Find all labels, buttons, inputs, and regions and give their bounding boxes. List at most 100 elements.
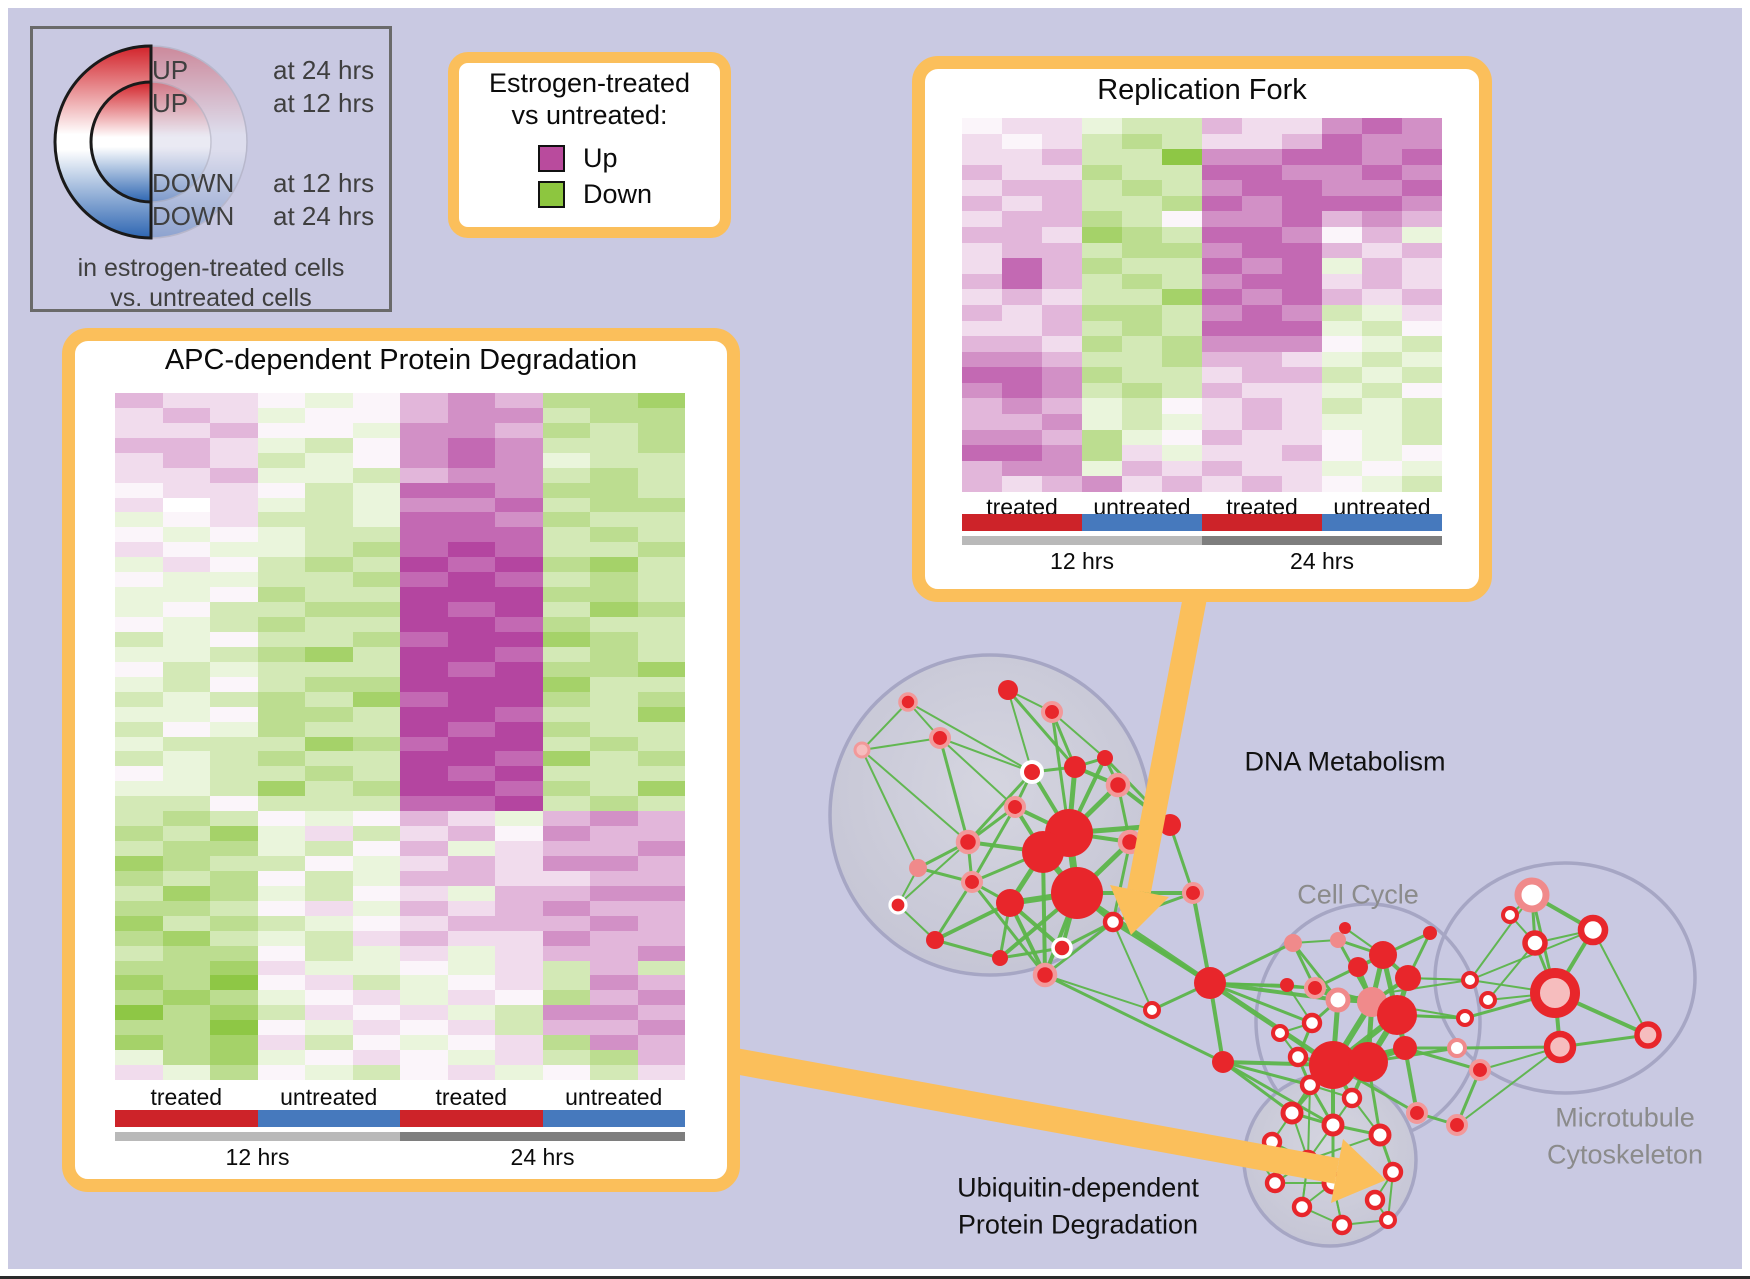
heatmap-cell — [1362, 414, 1402, 430]
heatmap-cell — [542, 751, 590, 767]
heatmap-cell — [447, 1065, 495, 1080]
heatmap-cell — [542, 1050, 590, 1066]
heatmap-cell — [590, 766, 638, 782]
network-node — [998, 680, 1018, 700]
heatmap-cell — [115, 407, 163, 423]
legend-up-inner-time: at 12 hrs — [273, 88, 375, 118]
heatmap-cell — [590, 422, 638, 438]
heatmap-cell — [1082, 367, 1122, 383]
heatmap-cell — [1242, 336, 1282, 352]
heatmap-cell — [257, 467, 305, 483]
heatmap-cell — [162, 602, 210, 618]
heatmap-cell — [210, 422, 258, 438]
heatmap-cell — [637, 1065, 685, 1080]
heatmap-cell — [542, 661, 590, 677]
heatmap-cell — [542, 631, 590, 647]
heatmap-cell — [1042, 133, 1082, 150]
network-edge — [1307, 1084, 1311, 1161]
heatmap-cell — [1042, 351, 1082, 368]
heatmap-cell — [542, 1065, 590, 1080]
heatmap-cell — [1242, 273, 1282, 290]
heatmap-cell — [542, 602, 590, 618]
heatmap-cell — [1362, 149, 1402, 165]
heatmap-cell — [257, 721, 305, 737]
network-edge — [861, 749, 969, 843]
heatmap-cell — [400, 587, 448, 603]
heatmap-cell — [1282, 445, 1322, 461]
heatmap-cell — [352, 393, 400, 408]
heatmap-cell — [542, 781, 590, 797]
heatmap-cell — [162, 870, 210, 886]
heatmap-cell — [962, 149, 1002, 165]
heatmap-cell — [542, 766, 590, 782]
network-edge — [1222, 1060, 1311, 1087]
heatmap-cell — [447, 602, 495, 618]
heatmap-cell — [637, 706, 685, 722]
treatment-bar — [115, 1110, 685, 1127]
up-down-rings-icon — [53, 44, 248, 240]
heatmap-cell — [542, 437, 590, 453]
network-edge — [1456, 1046, 1561, 1126]
heatmap-cell — [962, 336, 1002, 352]
heatmap-cell — [542, 587, 590, 603]
heatmap-cell — [542, 900, 590, 916]
heatmap-cell — [1402, 336, 1442, 352]
heatmap-cell — [1162, 304, 1202, 321]
heatmap-cell — [1322, 273, 1362, 290]
heatmap-cell — [637, 960, 685, 976]
heatmap-cell — [1162, 445, 1202, 461]
heatmap-cell — [400, 646, 448, 662]
network-edge — [939, 737, 1033, 773]
heatmap-cell — [210, 1050, 258, 1066]
network-edge — [1469, 894, 1533, 981]
heatmap-cell — [962, 195, 1002, 212]
heatmap-cell — [1322, 133, 1362, 150]
heatmap-cell — [305, 721, 353, 737]
heatmap-cell — [542, 527, 590, 543]
cluster-label: Microtubule — [1555, 1102, 1695, 1133]
heatmap-cell — [1042, 118, 1082, 134]
heatmap-cell — [1202, 211, 1242, 228]
heatmap-cell — [400, 676, 448, 692]
heatmap-cell — [1122, 133, 1162, 150]
heatmap-cell — [447, 706, 495, 722]
heatmap-cell — [962, 211, 1002, 228]
heatmap-cell — [637, 885, 685, 901]
heatmap-cell — [1002, 336, 1042, 352]
heatmap-cell — [1202, 273, 1242, 290]
heatmap-cell — [495, 736, 543, 752]
heatmap-cell — [400, 512, 448, 528]
cluster-label: Ubiquitin-dependent — [957, 1172, 1199, 1203]
heatmap-cell — [115, 900, 163, 916]
heatmap-cell — [1002, 382, 1042, 399]
heatmap-cell — [400, 811, 448, 827]
heatmap-cell — [637, 676, 685, 692]
heatmap-cell — [1162, 382, 1202, 399]
heatmap-cell — [1242, 118, 1282, 134]
heatmap-cell — [400, 841, 448, 856]
heatmap-cell — [1362, 304, 1402, 321]
heatmap-cell — [1362, 118, 1402, 134]
apc-title: APC-dependent Protein Degradation — [164, 344, 638, 376]
heatmap-cell — [637, 542, 685, 558]
heatmap-cell — [1082, 398, 1122, 415]
heatmap-cell — [637, 721, 685, 737]
heatmap-cell — [495, 617, 543, 632]
heatmap-cell — [1122, 304, 1162, 321]
heatmap-cell — [1042, 258, 1082, 274]
heatmap-cell — [210, 960, 258, 976]
heatmap-cell — [162, 706, 210, 722]
heatmap-cell — [257, 407, 305, 423]
heatmap-cell — [257, 870, 305, 886]
heatmap-cell — [115, 751, 163, 767]
heatmap-cell — [257, 975, 305, 991]
replication-fork-title: Replication Fork — [1097, 74, 1307, 106]
heatmap-cell — [257, 661, 305, 677]
heatmap-cell — [1322, 211, 1362, 228]
heatmap-cell — [305, 1065, 353, 1080]
time-labels: 12 hrs 24 hrs — [962, 548, 1442, 575]
heatmap-cell — [257, 512, 305, 528]
heatmap-cell — [162, 572, 210, 588]
heatmap-cell — [1002, 195, 1042, 212]
